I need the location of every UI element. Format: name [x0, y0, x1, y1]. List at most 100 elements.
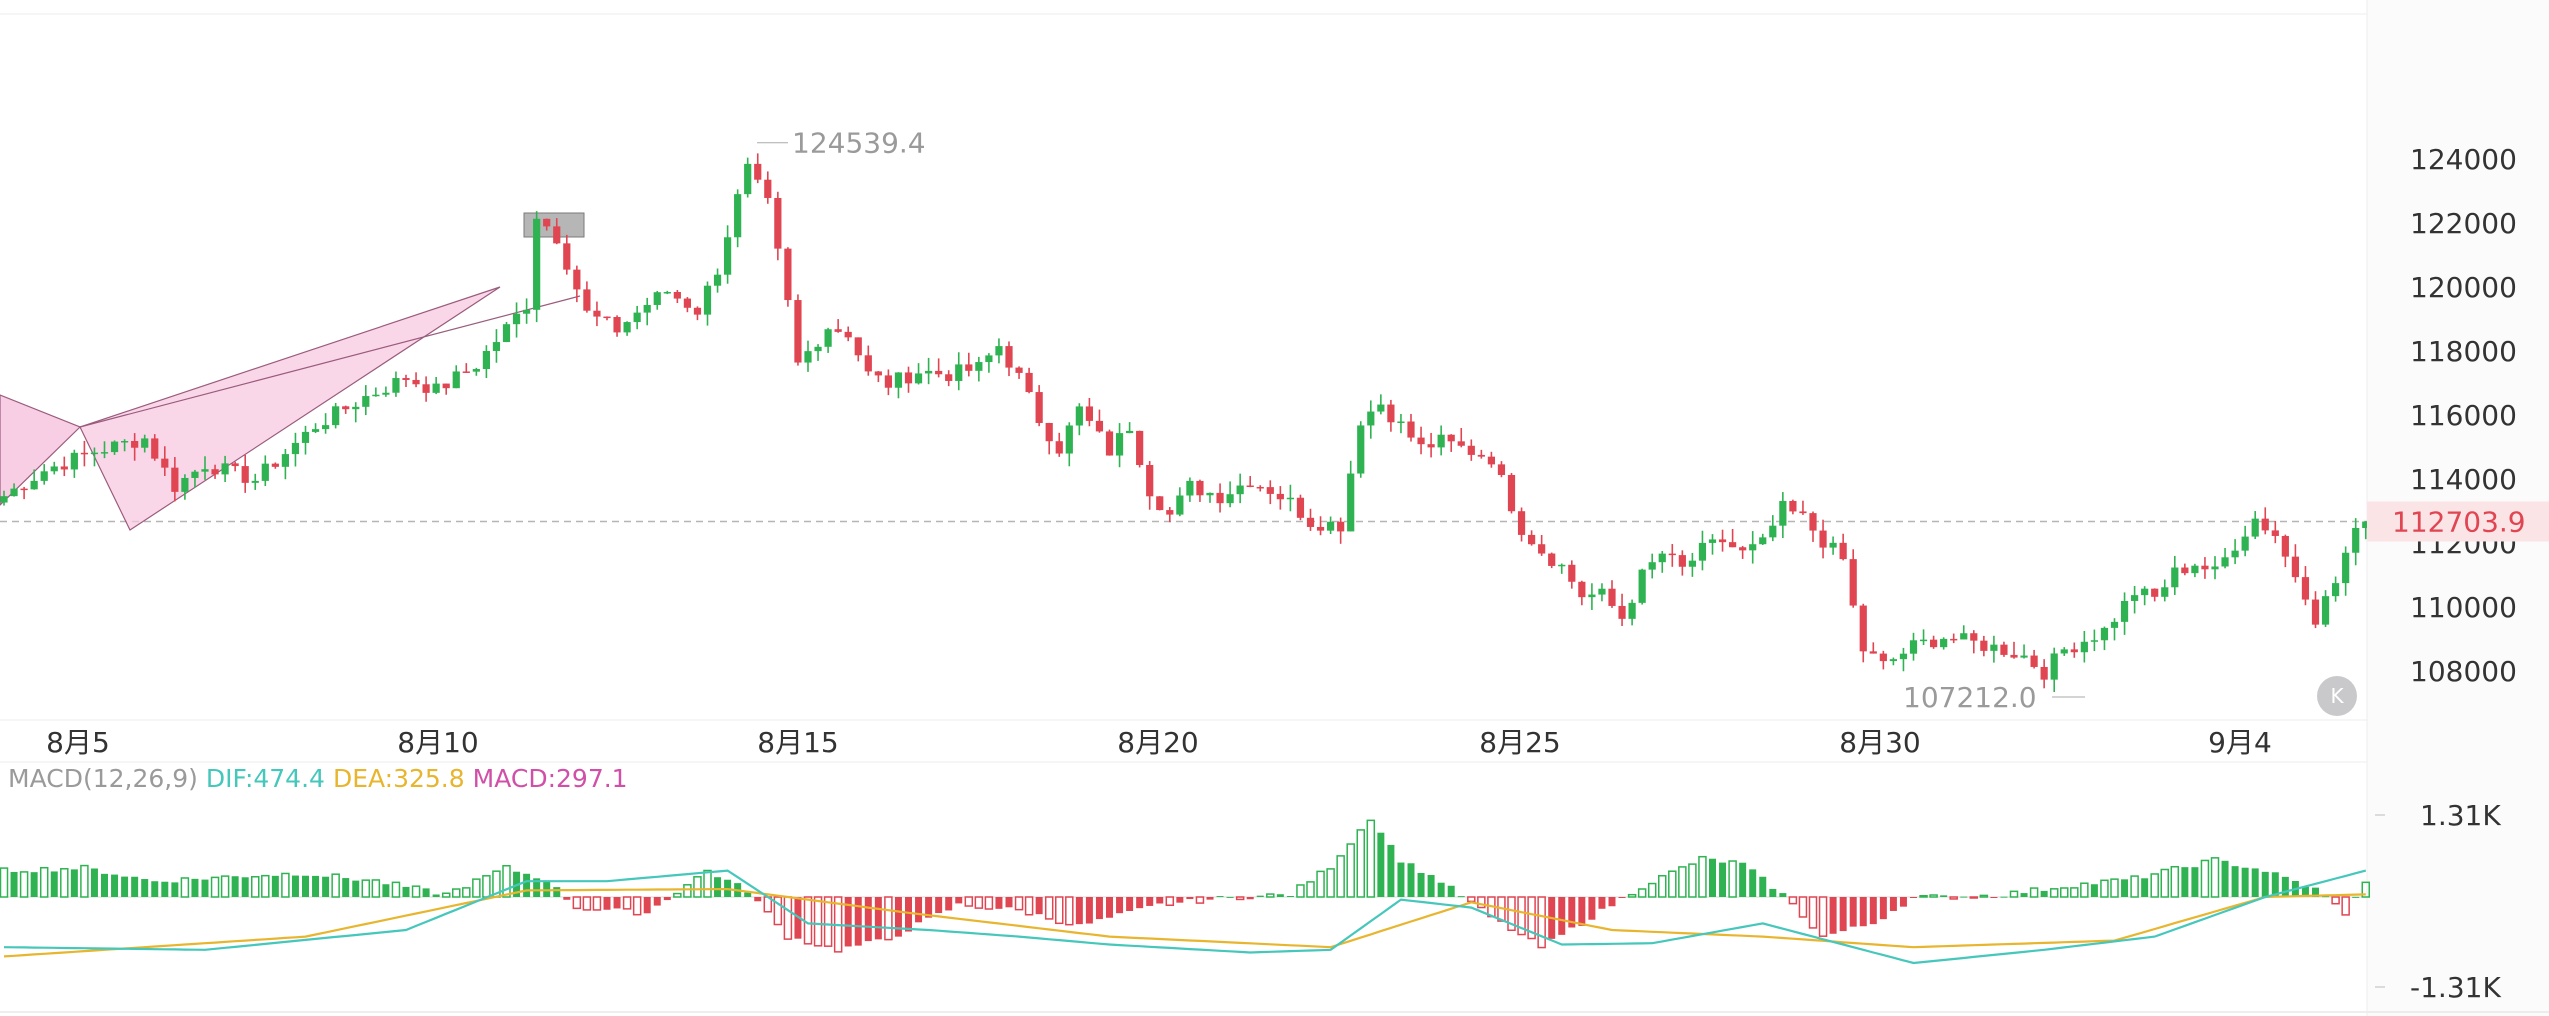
candle — [1618, 593, 1626, 626]
candle-body — [573, 269, 581, 290]
macd-bar — [864, 897, 872, 942]
candle-body — [241, 466, 249, 483]
candle — [2040, 659, 2048, 689]
candle — [1035, 385, 1043, 427]
kline-toggle-button[interactable]: K — [2317, 676, 2357, 716]
price-tick-label: 124000 — [2410, 143, 2517, 176]
macd-bar — [1447, 885, 1455, 897]
candle — [1025, 367, 1033, 394]
candle-body — [10, 488, 18, 497]
macd-bar — [2160, 868, 2169, 898]
macd-bar — [823, 896, 833, 947]
candle-body — [1759, 537, 1767, 545]
macd-bar — [391, 881, 401, 898]
candle-body — [1538, 544, 1546, 554]
candle-body — [945, 374, 953, 381]
candle-body — [1316, 526, 1325, 531]
candle-body — [211, 469, 219, 475]
candle — [2141, 586, 2149, 606]
harmonic-pattern — [0, 212, 585, 531]
candle-body — [1457, 441, 1465, 446]
candle — [241, 454, 249, 493]
macd-bar — [974, 896, 984, 909]
candle — [834, 319, 842, 333]
candle-body — [854, 337, 862, 356]
candle — [1337, 517, 1345, 544]
macd-bar — [2121, 879, 2129, 897]
price-tick-label: 108000 — [2410, 655, 2517, 688]
candle — [20, 486, 28, 500]
candle-body — [70, 452, 78, 470]
candle-body — [2332, 583, 2340, 597]
macd-bar — [1678, 866, 1687, 898]
candle — [2352, 518, 2360, 566]
candle — [2251, 511, 2259, 540]
candle-body — [2281, 535, 2289, 557]
macd-bar — [1598, 897, 1606, 909]
candle — [1115, 423, 1124, 468]
macd-bar — [803, 896, 813, 945]
macd-bar — [241, 877, 249, 897]
candle-body — [2100, 627, 2109, 641]
candle-body — [1799, 511, 1807, 514]
candle-body — [744, 163, 752, 195]
macd-bar — [1276, 894, 1284, 897]
candle — [1507, 472, 1516, 514]
candle — [1869, 642, 1877, 654]
candle — [1447, 434, 1455, 452]
macd-bar — [2191, 867, 2199, 897]
candle — [683, 297, 691, 313]
candle-body — [713, 274, 722, 286]
candle — [1980, 635, 1988, 657]
macd-bar — [2301, 886, 2309, 897]
candle — [0, 490, 8, 506]
candle — [744, 157, 752, 198]
candle — [1950, 633, 1958, 644]
candle — [80, 440, 88, 467]
candle-body — [1548, 553, 1556, 566]
candle-body — [1889, 659, 1897, 662]
candle-body — [884, 375, 892, 388]
candle-body — [342, 406, 350, 410]
candle-body — [2131, 595, 2139, 601]
candle-body — [1367, 411, 1375, 426]
candle-body — [2080, 641, 2088, 653]
candle — [1166, 507, 1174, 523]
candle-body — [1437, 434, 1445, 448]
candle-body — [734, 194, 742, 238]
candle-body — [543, 218, 551, 227]
candle — [1246, 476, 1254, 488]
candle-body — [80, 452, 88, 455]
pattern-xab — [0, 394, 82, 506]
macd-bar — [813, 896, 823, 947]
candle — [2080, 631, 2088, 663]
candle-body — [512, 313, 521, 325]
candle — [492, 329, 501, 363]
candle-body — [1970, 633, 1978, 641]
candle-body — [181, 477, 189, 492]
candle-body — [1729, 542, 1737, 548]
candle-body — [1678, 555, 1686, 567]
macd-bar — [180, 877, 190, 898]
macd-bar — [2000, 896, 2008, 898]
macd-bar — [1728, 860, 1737, 898]
candle-body — [784, 248, 792, 301]
candle-body — [673, 291, 681, 299]
macd-bar — [603, 897, 611, 910]
candle — [2151, 588, 2159, 602]
candle — [553, 218, 561, 245]
candle-body — [724, 237, 732, 275]
candle-body — [814, 346, 822, 352]
candle-body — [261, 463, 269, 481]
candle — [231, 461, 239, 472]
macd-bar — [2312, 887, 2319, 897]
candle — [975, 356, 983, 382]
candle — [1136, 430, 1144, 468]
candle-body — [1568, 564, 1576, 582]
candle-body — [1779, 500, 1787, 526]
macd-bar — [1146, 897, 1154, 906]
macd-bar — [422, 888, 430, 897]
candle — [2100, 626, 2109, 651]
candle-body — [1628, 602, 1636, 619]
